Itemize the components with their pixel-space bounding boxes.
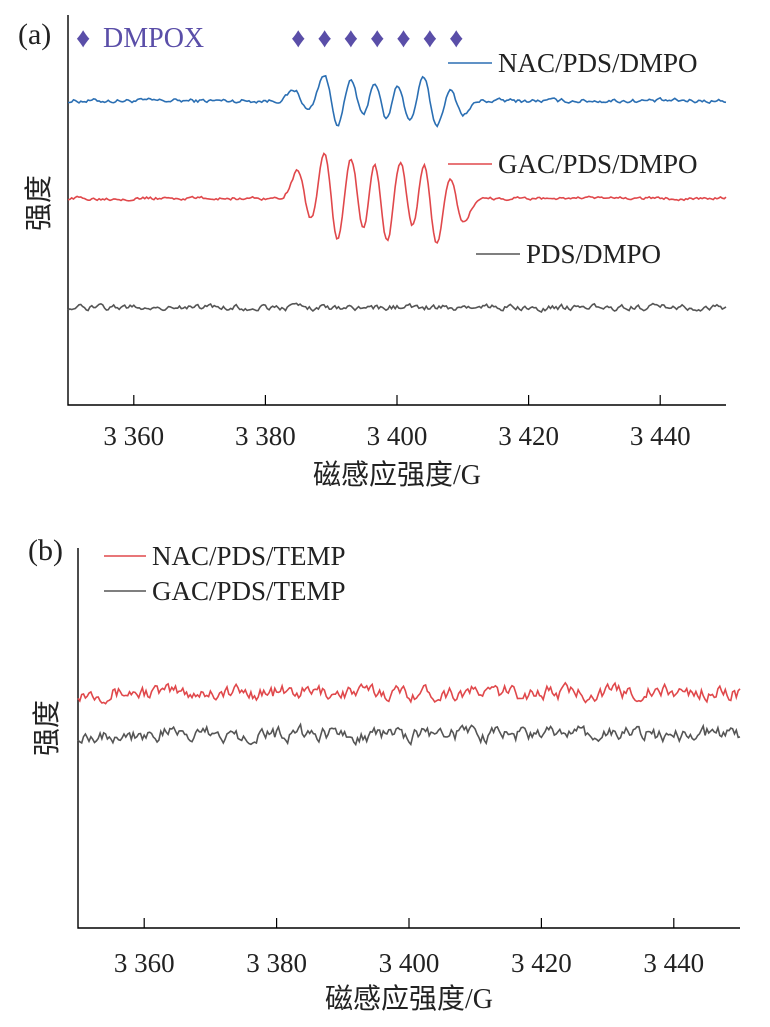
x-tick-label: 3 400 [367,421,428,451]
legend-label: NAC/PDS/DMPO [498,48,698,78]
legend-label: GAC/PDS/DMPO [498,149,698,179]
x-tick-label: 3 440 [643,948,704,978]
x-tick-label: 3 360 [114,948,175,978]
series-line [77,681,741,705]
dmpox-marker: ♦ [76,23,90,54]
series-line [67,74,727,128]
dmpox-label: DMPOX [103,23,204,54]
dmpox-marker: ♦ [449,23,463,54]
series-line [77,722,741,747]
panel-label: (b) [28,534,63,567]
x-tick-label: 3 380 [246,948,307,978]
y-axis-title: 强度 [31,700,63,756]
x-tick-label: 3 440 [630,421,691,451]
series-line [67,302,727,314]
axis-frame [67,15,726,406]
legend-label: NAC/PDS/TEMP [152,541,346,571]
x-tick-label: 3 380 [235,421,296,451]
chart-panel-a: 3 360 3 380 3 400 3 420 3 440 (a) 磁感应强度/G 强度 ♦ DM… [18,15,727,491]
chart-panel-b: 3 360 3 380 3 400 3 420 3 440 (b) 磁感应强度/G 强度 NAC… [28,534,741,1015]
legend-label: GAC/PDS/TEMP [152,576,346,606]
x-tick-label: 3 400 [379,948,440,978]
x-tick-label: 3 420 [498,421,559,451]
dmpox-marker: ♦ [317,23,331,54]
x-axis-title: 磁感应强度/G [313,459,481,491]
legend-label: PDS/DMPO [526,239,661,269]
series-line [67,152,727,245]
y-axis-title: 强度 [23,175,55,231]
x-axis-title: 磁感应强度/G [325,983,493,1015]
x-tick-label: 3 360 [103,421,164,451]
dmpox-marker: ♦ [423,23,437,54]
dmpox-marker: ♦ [370,23,384,54]
panel-label: (a) [18,18,51,51]
dmpox-marker: ♦ [396,23,410,54]
axis-frame [77,548,740,929]
dmpox-marker: ♦ [344,23,358,54]
dmpox-marker: ♦ [291,23,305,54]
x-tick-label: 3 420 [511,948,572,978]
